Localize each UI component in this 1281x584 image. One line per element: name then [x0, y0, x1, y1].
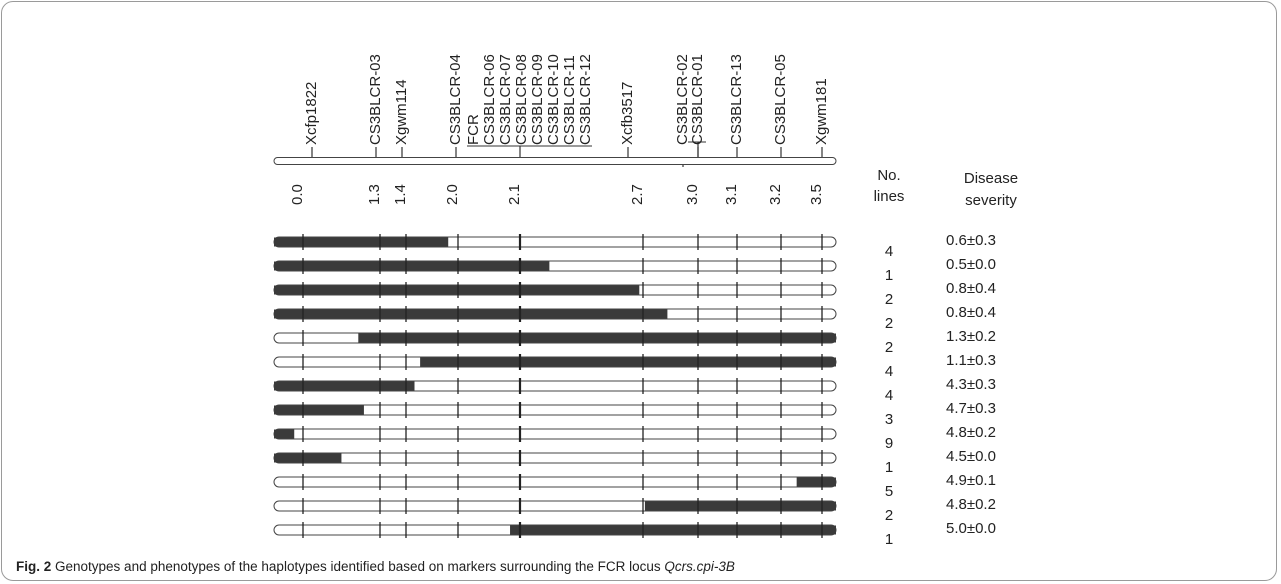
- haplotype-segment: [358, 333, 836, 343]
- figure-caption: Fig. 2 Genotypes and phenotypes of the h…: [16, 559, 735, 574]
- marker-label-cs3blcr-10: CS3BLCR-10: [545, 54, 562, 145]
- disease-severity-value: 1.1±0.3: [946, 352, 996, 369]
- marker-position-xcfp1822: 0.0: [289, 184, 306, 205]
- haplotype-row: 4 4.3±0.3: [273, 376, 996, 404]
- haplotype-row: 1 4.5±0.0: [273, 448, 996, 476]
- no-lines-value: 1: [885, 459, 893, 476]
- marker-label-cs3blcr-09: CS3BLCR-09: [529, 54, 546, 145]
- haplotype-row: 2 0.8±0.4: [273, 280, 996, 308]
- disease-severity-value: 4.3±0.3: [946, 376, 996, 393]
- marker-position-xgwm181: 3.5: [808, 184, 825, 205]
- marker-label-cs3blcr-08: CS3BLCR-08: [513, 54, 530, 145]
- disease-severity-value: 0.5±0.0: [946, 256, 996, 273]
- marker-label-cs3blcr-03: CS3BLCR-03: [367, 54, 384, 145]
- marker-position-cs3blcr-13: 3.1: [723, 184, 740, 205]
- disease-severity-value: 4.9±0.1: [946, 472, 996, 489]
- no-lines-value: 1: [885, 267, 893, 284]
- marker-label-xcfp1822: Xcfp1822: [303, 82, 320, 145]
- marker-label-cs3blcr-07: CS3BLCR-07: [497, 54, 514, 145]
- haplotype-segment: [644, 501, 836, 511]
- lines-header-lines: lines: [874, 188, 905, 205]
- haplotype-row: 3 4.7±0.3: [273, 400, 996, 428]
- haplotype-bar-outline: [273, 476, 837, 488]
- disease-severity-value: 0.8±0.4: [946, 304, 996, 321]
- marker-labels-group: Xcfp1822 0.0 CS3BLCR-03 1.3 Xgwm114 1.4 CS3BLC…: [289, 54, 830, 205]
- haplotype-row: 2 1.3±0.2: [273, 328, 996, 356]
- disease-severity-value: 5.0±0.0: [946, 520, 996, 537]
- marker-position-cs3blcr-01: 3.0: [684, 184, 701, 205]
- marker-position-cs3blcr-04: 2.0: [444, 184, 461, 205]
- disease-severity-value: 4.8±0.2: [946, 424, 996, 441]
- marker-label-xcfb3517: Xcfb3517: [619, 82, 636, 145]
- haplotype-rows: 4 0.6±0.3 1 0.5±0.0 2 0.8±0.4 2 0.8±0.4 2 1.3±0.2…: [273, 232, 996, 548]
- marker-position-cs3blcr-07: 2.1: [506, 184, 523, 205]
- disease-severity-value: 0.6±0.3: [946, 232, 996, 249]
- marker-label-xgwm114: Xgwm114: [393, 79, 410, 145]
- haplotype-row: 9 4.8±0.2: [273, 424, 996, 452]
- haplotype-segment: [420, 357, 836, 367]
- no-lines-value: 4: [885, 243, 893, 260]
- marker-label-cs3blcr-04: CS3BLCR-04: [447, 54, 464, 145]
- disease-severity-value: 1.3±0.2: [946, 328, 996, 345]
- no-lines-value: 5: [885, 483, 893, 500]
- marker-label-cs3blcr-06: CS3BLCR-06: [481, 54, 498, 145]
- haplotype-segment: [274, 453, 342, 463]
- no-lines-value: 2: [885, 315, 893, 332]
- no-lines-value: 2: [885, 291, 893, 308]
- severity-header-disease: Disease: [964, 170, 1018, 187]
- severity-header-severity: severity: [965, 192, 1017, 209]
- haplotype-bar-outline: [273, 452, 837, 464]
- haplotype-row: 5 4.9±0.1: [273, 472, 996, 500]
- disease-severity-value: 4.7±0.3: [946, 400, 996, 417]
- caption-text: Genotypes and phenotypes of the haplotyp…: [51, 559, 665, 574]
- no-lines-value: 2: [885, 339, 893, 356]
- lines-header-no: No.: [877, 167, 900, 184]
- marker-label-cs3blcr-05: CS3BLCR-05: [772, 54, 789, 145]
- caption-figure-number: Fig. 2: [16, 559, 52, 574]
- no-lines-value: 3: [885, 411, 893, 428]
- marker-position-cs3blcr-03: 1.3: [366, 184, 383, 205]
- marker-position-xcfb3517: 2.7: [629, 184, 646, 205]
- marker-label-cs3blcr-02: CS3BLCR-02: [674, 54, 691, 145]
- haplotype-row: 4 0.6±0.3: [273, 232, 996, 260]
- haplotype-segment: [274, 237, 449, 247]
- haplotype-row: 4 1.1±0.3: [273, 352, 996, 380]
- no-lines-value: 2: [885, 507, 893, 524]
- disease-severity-value: 0.8±0.4: [946, 280, 996, 297]
- marker-position-xgwm114: 1.4: [392, 184, 409, 205]
- haplotype-segment: [274, 285, 640, 295]
- disease-severity-value: 4.5±0.0: [946, 448, 996, 465]
- marker-position-cs3blcr-05: 3.2: [767, 184, 784, 205]
- haplotype-row: 1 0.5±0.0: [273, 256, 996, 284]
- haplotype-segment: [274, 261, 550, 271]
- haplotype-segment: [274, 429, 295, 439]
- haplotype-segment: [274, 309, 668, 319]
- chromosome-bar: [273, 157, 837, 165]
- haplotype-row: 1 5.0±0.0: [273, 520, 996, 548]
- marker-label-cs3blcr-11: CS3BLCR-11: [561, 55, 578, 145]
- no-lines-value: 1: [885, 531, 893, 548]
- caption-locus: Qcrs.cpi-3B: [664, 559, 735, 574]
- haplotype-bar-outline: [273, 428, 837, 440]
- chromosome-map: [273, 157, 837, 165]
- haplotype-row: 2 0.8±0.4: [273, 304, 996, 332]
- marker-label-cs3blcr-13: CS3BLCR-13: [728, 54, 745, 145]
- haplotype-row: 2 4.8±0.2: [273, 496, 996, 524]
- haplotype-segment: [274, 381, 415, 391]
- haplotype-segment: [510, 525, 836, 535]
- marker-label-cs3blcr-12: CS3BLCR-12: [577, 54, 594, 145]
- no-lines-value: 4: [885, 363, 893, 380]
- no-lines-value: 9: [885, 435, 893, 452]
- marker-label-fcr: FCR: [465, 114, 482, 145]
- marker-label-cs3blcr-01: CS3BLCR-01: [689, 54, 706, 145]
- disease-severity-value: 4.8±0.2: [946, 496, 996, 513]
- haplotype-segment: [274, 405, 364, 415]
- no-lines-value: 4: [885, 387, 893, 404]
- marker-label-xgwm181: Xgwm181: [813, 78, 830, 145]
- haplotype-segment: [796, 477, 836, 487]
